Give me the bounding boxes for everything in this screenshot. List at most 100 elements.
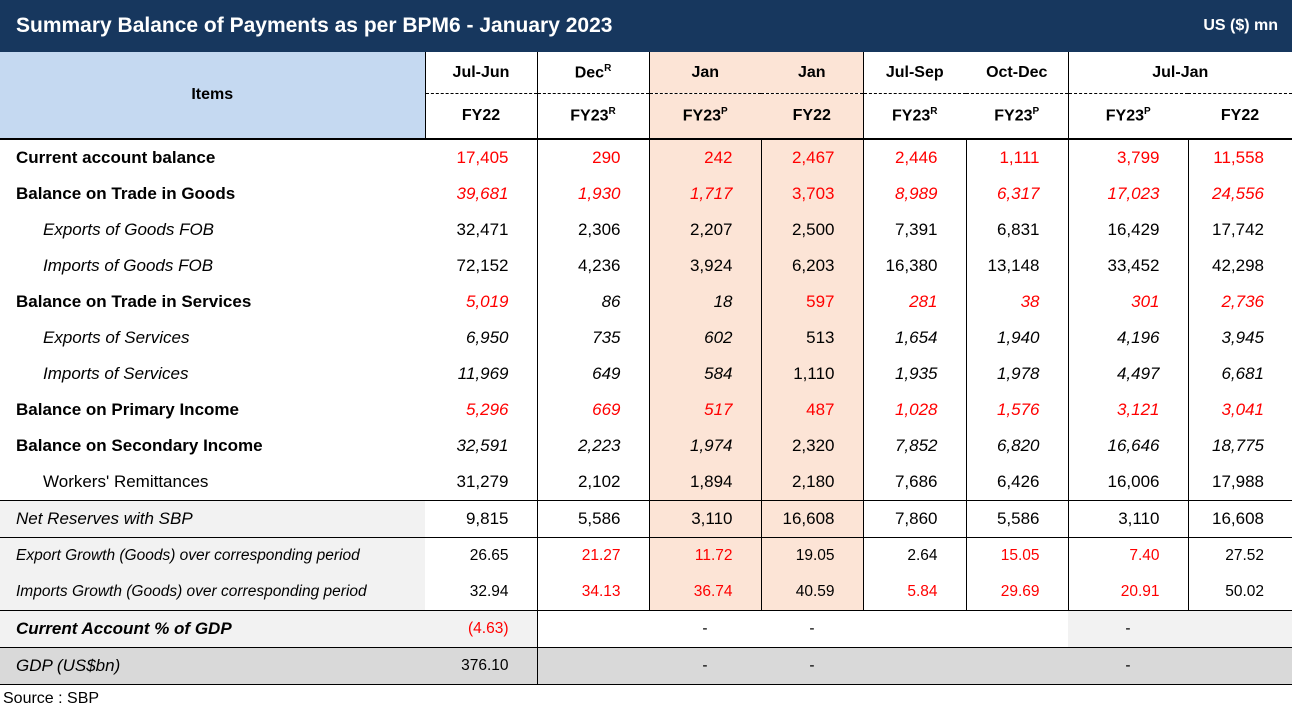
year-header: FY22	[1188, 93, 1292, 140]
row-label: Exports of Services	[43, 328, 190, 347]
data-row: Current account balance 17,405 290 242 2,467…	[0, 139, 1292, 176]
value-cell: 2,180	[761, 464, 864, 501]
value-cell: 4,196	[1068, 320, 1189, 356]
data-row: Balance on Trade in Services 5,019 86 18 597…	[0, 284, 1292, 320]
value-cell: 2,223	[537, 428, 650, 464]
value-cell: -	[761, 647, 863, 685]
empty-cell	[863, 647, 966, 685]
value-cell: 597	[761, 284, 864, 320]
value-cell: 7.40	[1068, 537, 1189, 574]
value-cell: 6,203	[761, 248, 864, 284]
title-bar: Summary Balance of Payments as per BPM6 …	[0, 0, 1292, 52]
year-header: FY23P	[1068, 93, 1188, 140]
value-cell: 38	[966, 284, 1069, 320]
value-cell: 2,306	[537, 212, 650, 248]
value-cell: 1,028	[863, 392, 967, 428]
row-label: Balance on Primary Income	[16, 400, 239, 419]
value-cell: 7,852	[863, 428, 967, 464]
value-cell: 19.05	[761, 537, 864, 574]
data-row: Balance on Primary Income 5,296 669 517 487 1…	[0, 392, 1292, 428]
value-cell: 1,935	[863, 356, 967, 392]
header-row: FY22 FY23R FY23P FY22 FY23R FY23P FY23P FY22	[0, 93, 1292, 140]
empty-cell	[863, 610, 966, 648]
value-cell: 9,815	[425, 500, 538, 538]
value-cell: 376.10	[425, 647, 538, 685]
value-cell: 29.69	[966, 574, 1069, 611]
value-cell: 24,556	[1212, 184, 1265, 203]
value-cell: 1,654	[863, 320, 967, 356]
value-cell: 6,831	[966, 212, 1069, 248]
value-cell: 7,860	[863, 500, 967, 538]
year-header: FY22	[425, 93, 538, 140]
year-label: FY22	[1220, 107, 1260, 124]
value-cell: 2,500	[761, 212, 864, 248]
value-cell: 3,041	[1221, 400, 1265, 419]
value-cell: 1,576	[966, 392, 1069, 428]
value-cell: 6,820	[966, 428, 1069, 464]
value-cell: 31,279	[425, 464, 538, 501]
value-cell: 21.27	[537, 537, 650, 574]
data-row: Current Account % of GDP (4.63) - - -	[0, 610, 1292, 648]
year-label: FY22	[792, 107, 831, 124]
data-row: GDP (US$bn) 376.10- - -	[0, 647, 1292, 685]
value-cell: 16,608	[761, 500, 864, 538]
value-cell: 6,426	[966, 464, 1069, 501]
period-header: Oct-Dec	[966, 52, 1069, 94]
row-label: Current Account % of GDP	[0, 610, 425, 648]
value-cell: 17,405	[425, 139, 538, 176]
value-cell: 32.94	[425, 574, 538, 611]
period-label: Jan	[691, 63, 720, 81]
value-cell: 6,317	[966, 176, 1069, 212]
value-cell: 1,930	[537, 176, 650, 212]
value-cell: 4,236	[537, 248, 650, 284]
value-cell: 3,924	[649, 248, 762, 284]
value-cell: 13,148	[966, 248, 1069, 284]
value-cell: 1,111	[966, 139, 1069, 176]
unit: US ($) mn	[1203, 17, 1278, 34]
year-label: FY23	[682, 107, 722, 125]
value-cell: 2,446	[863, 139, 967, 176]
data-row: Exports of Goods FOB 32,471 2,306 2,207 2,50…	[0, 212, 1292, 248]
value-cell: 3,121	[1068, 392, 1189, 428]
value-cell: 3,799	[1068, 139, 1189, 176]
value-cell: 3,945	[1221, 328, 1265, 347]
value-cell: -	[1068, 647, 1188, 685]
period-header: Jan	[761, 52, 864, 94]
period-header: DecR	[537, 52, 650, 94]
empty-cell	[1188, 610, 1292, 648]
year-header: FY23P	[966, 93, 1069, 140]
year-header: FY22	[761, 93, 864, 140]
value-cell: 20.91	[1068, 574, 1189, 611]
data-row: Export Growth (Goods) over corresponding…	[0, 537, 1292, 574]
value-cell: 40.59	[761, 574, 864, 611]
data-row: Net Reserves with SBP 9,815 5,586 3,110 16,6…	[0, 500, 1292, 538]
value-cell: 72,152	[425, 248, 538, 284]
header-row: Items Jul-Jun DecR Jan Jan Jul-Sep Oct-Dec Jul-…	[0, 52, 1292, 140]
year-label-mark: R	[608, 106, 616, 118]
data-row: Balance on Secondary Income 32,591 2,223 1,…	[0, 428, 1292, 464]
value-cell: 2,467	[761, 139, 864, 176]
bop-table: Items Jul-Jun DecR Jan Jan Jul-Sep Oct-Dec Jul-…	[0, 52, 1292, 685]
value-cell: 669	[537, 392, 650, 428]
table-header: Items Jul-Jun DecR Jan Jan Jul-Sep Oct-Dec Jul-…	[0, 52, 1292, 140]
row-label: Balance on Trade in Goods	[16, 184, 236, 203]
value-cell: 5,586	[966, 500, 1069, 538]
period-header: Jul-Jun	[425, 52, 538, 94]
value-cell: 42,298	[1212, 256, 1265, 275]
data-row: Exports of Services 6,950 735 602 513 1,654 1,…	[0, 320, 1292, 356]
data-row: Balance on Trade in Goods 39,681 1,930 1,71…	[0, 176, 1292, 212]
value-cell: -	[649, 647, 761, 685]
value-cell: 39,681	[425, 176, 538, 212]
value-cell: 16,380	[863, 248, 967, 284]
value-cell: 5.84	[863, 574, 967, 611]
period-header: Jul-Jan	[1068, 52, 1292, 94]
value-cell: 2.64	[863, 537, 967, 574]
row-label: Net Reserves with SBP	[0, 500, 425, 538]
row-label: Current account balance	[16, 148, 216, 167]
empty-cell	[1188, 647, 1292, 685]
value-cell: 3,110	[1068, 500, 1189, 538]
value-cell: 4,497	[1068, 356, 1189, 392]
value-cell: 11.72	[649, 537, 762, 574]
value-cell: 584	[649, 356, 762, 392]
